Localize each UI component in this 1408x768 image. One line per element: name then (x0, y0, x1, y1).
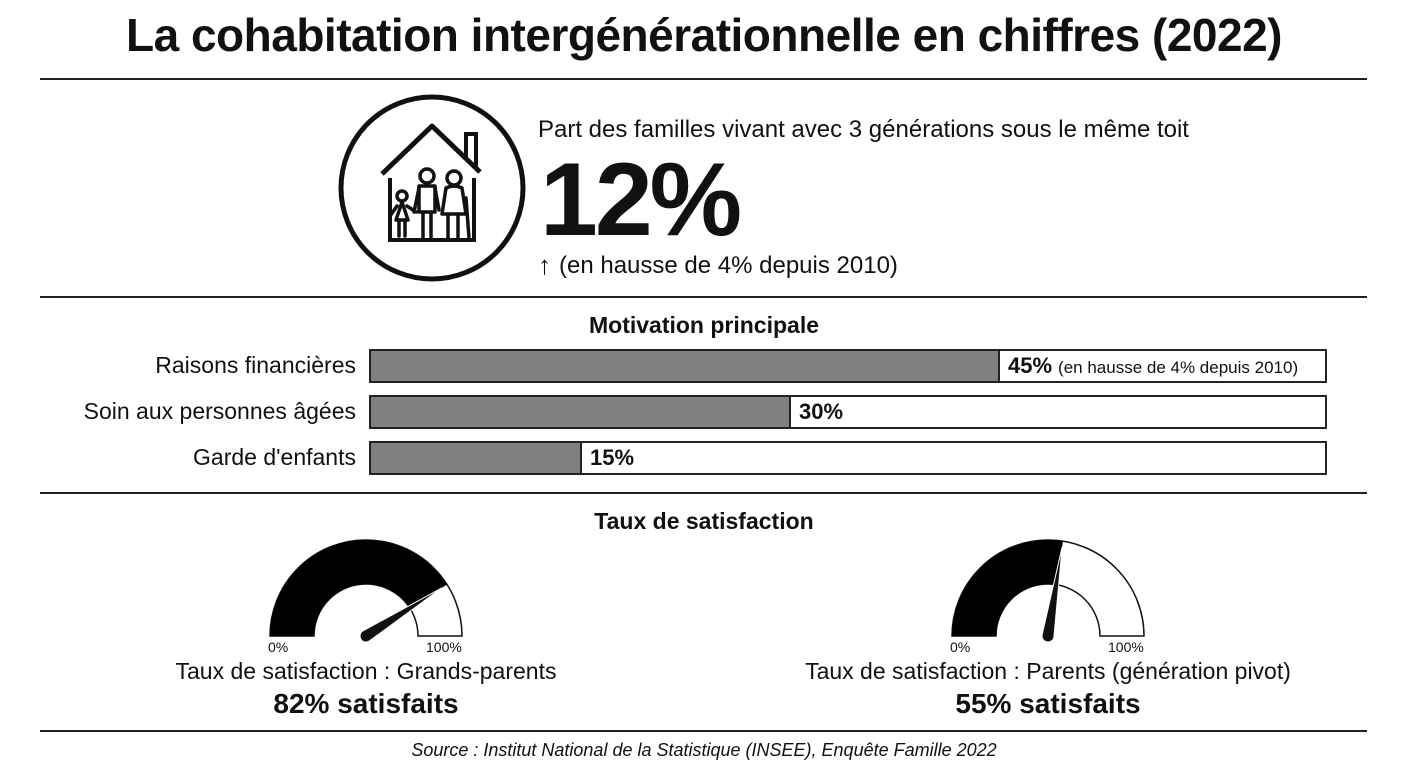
gauge-needle (359, 587, 443, 643)
page-title: La cohabitation intergénérationnelle en … (126, 9, 1283, 61)
gauge-min-label: 0% (950, 639, 971, 655)
gauge-fill (952, 540, 1064, 636)
bar-value: 15% (590, 445, 635, 470)
bar-value-label: 30% (799, 397, 843, 427)
bar-track: 45% (en hausse de 4% depuis 2010) (369, 349, 1327, 383)
bar-label: Raisons financières (155, 352, 356, 378)
bar-value: 30% (799, 399, 844, 424)
bar-note: (en hausse de 4% depuis 2010) (1058, 358, 1299, 377)
gauge-label: Taux de satisfaction : Parents (générati… (805, 658, 1291, 684)
hero-trend: ↑ (en hausse de 4% depuis 2010) (538, 250, 898, 281)
bar-value-label: 45% (en hausse de 4% depuis 2010) (1008, 351, 1298, 381)
gauge-needle (1041, 546, 1063, 643)
hero-label: Part des familles vivant avec 3 générati… (538, 116, 1189, 143)
bar-value: 45% (1008, 353, 1053, 378)
divider (40, 492, 1367, 494)
divider (40, 296, 1367, 298)
bar (371, 351, 1000, 381)
gauge-max-label: 100% (426, 639, 462, 655)
family-house-icon (338, 94, 526, 282)
gauge-value: 82% satisfaits (273, 688, 459, 719)
bar-label: Soin aux personnes âgées (83, 398, 356, 424)
gauge-label: Taux de satisfaction : Grands-parents (175, 658, 557, 684)
divider (40, 730, 1367, 732)
bar-chart-title: Motivation principale (588, 312, 820, 338)
bar-track: 15% (369, 441, 1327, 475)
gauge-min-label: 0% (268, 639, 289, 655)
gauge-fill (270, 540, 448, 636)
source-note: Source : Institut National de la Statist… (411, 740, 997, 760)
bar (371, 397, 791, 427)
divider (40, 78, 1367, 80)
bar-label: Garde d'enfants (193, 444, 356, 470)
gauge-max-label: 100% (1108, 639, 1144, 655)
arrow-up-icon: ↑ (538, 250, 551, 280)
bar-value-label: 15% (590, 443, 634, 473)
hero-value: 12% (540, 142, 742, 258)
bar-track: 30% (369, 395, 1327, 429)
hero-trend-text: (en hausse de 4% depuis 2010) (559, 251, 898, 279)
bar (371, 443, 582, 473)
gauge-section-title: Taux de satisfaction (594, 508, 814, 534)
gauge-value: 55% satisfaits (955, 688, 1141, 719)
